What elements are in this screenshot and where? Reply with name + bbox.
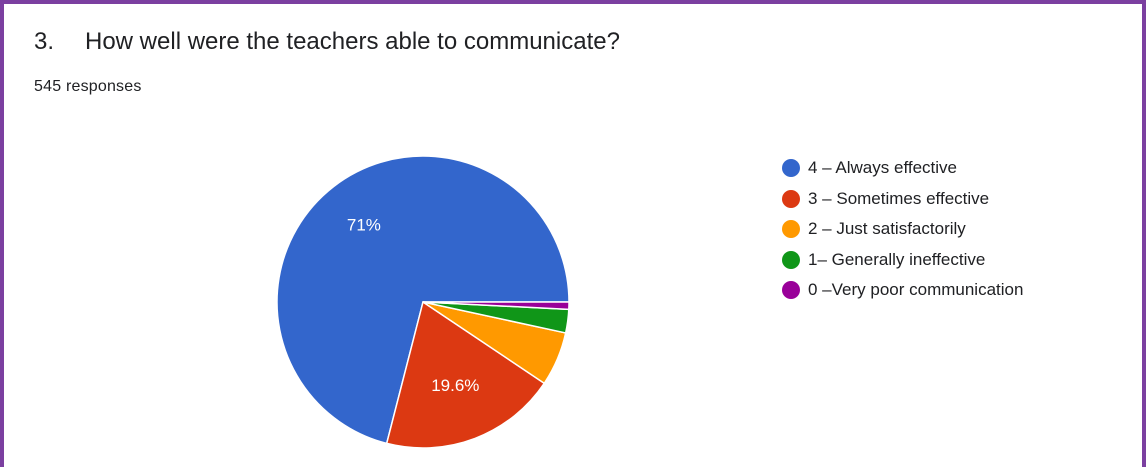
- question-title: How well were the teachers able to commu…: [85, 28, 620, 55]
- legend-swatch: [782, 220, 800, 239]
- legend-label: 2 – Just satisfactorily: [808, 219, 966, 239]
- legend-swatch: [782, 159, 800, 178]
- pie-data-label: 71%: [347, 215, 381, 234]
- legend-label: 0 –Very poor communication: [808, 280, 1024, 300]
- legend-label: 3 – Sometimes effective: [808, 188, 990, 208]
- pie-data-label: 19.6%: [431, 376, 479, 395]
- legend-label: 1– Generally ineffective: [808, 249, 986, 269]
- legend-item[interactable]: 1– Generally ineffective: [782, 245, 1023, 276]
- legend-swatch: [782, 281, 800, 300]
- legend-item[interactable]: 4 – Always effective: [782, 153, 1023, 184]
- legend-item[interactable]: 3 – Sometimes effective: [782, 184, 1023, 215]
- pie-chart: 71% 19.6%: [276, 155, 570, 449]
- pie-slice[interactable]: [422, 301, 570, 311]
- legend-item[interactable]: 0 –Very poor communication: [782, 275, 1023, 306]
- pie-slice[interactable]: [385, 301, 546, 449]
- question-number: 3.: [34, 28, 55, 55]
- legend-swatch: [782, 189, 800, 208]
- response-count: 545 responses: [34, 78, 142, 95]
- legend-item[interactable]: 2 – Just satisfactorily: [782, 214, 1023, 245]
- chart-legend: 4 – Always effective 3 – Sometimes effect…: [782, 153, 1023, 306]
- legend-label: 4 – Always effective: [808, 158, 957, 178]
- legend-swatch: [782, 250, 800, 269]
- pie-slice[interactable]: [276, 155, 570, 445]
